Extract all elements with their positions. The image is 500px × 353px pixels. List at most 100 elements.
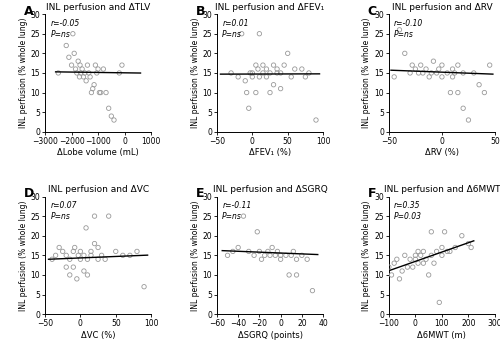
- Point: [104, 106, 112, 111]
- Point: [126, 252, 134, 258]
- Point: [245, 106, 253, 111]
- Point: [393, 256, 401, 262]
- Point: [276, 86, 284, 91]
- Point: [292, 256, 300, 262]
- Point: [140, 284, 148, 289]
- Point: [90, 213, 98, 219]
- Point: [432, 70, 440, 76]
- Point: [414, 249, 422, 254]
- Point: [406, 70, 414, 76]
- Point: [268, 245, 276, 250]
- Point: [470, 70, 478, 76]
- Point: [259, 62, 267, 68]
- Point: [100, 66, 108, 72]
- Point: [118, 62, 126, 68]
- Title: INL perfusion and ΔRV: INL perfusion and ΔRV: [392, 3, 492, 12]
- Point: [76, 62, 84, 68]
- Point: [428, 229, 436, 235]
- Text: r=-0.10
P=ns: r=-0.10 P=ns: [394, 19, 424, 39]
- Point: [448, 74, 456, 80]
- Y-axis label: INL perfusion (% whole lung): INL perfusion (% whole lung): [18, 18, 28, 128]
- Point: [256, 249, 264, 254]
- Point: [238, 31, 246, 37]
- Point: [443, 249, 451, 254]
- Text: E: E: [196, 187, 204, 200]
- Point: [408, 264, 416, 270]
- Text: r=-0.11
P=ns: r=-0.11 P=ns: [222, 201, 252, 221]
- Point: [270, 82, 278, 88]
- Point: [434, 66, 443, 72]
- Point: [76, 256, 84, 262]
- Point: [262, 66, 270, 72]
- Point: [82, 78, 90, 84]
- X-axis label: ΔVC (%): ΔVC (%): [81, 331, 116, 340]
- Point: [274, 249, 281, 254]
- Point: [273, 66, 281, 72]
- Point: [74, 58, 82, 64]
- Point: [287, 252, 295, 258]
- Point: [432, 249, 440, 254]
- Point: [84, 62, 92, 68]
- Point: [84, 256, 92, 262]
- Point: [412, 256, 420, 262]
- Point: [65, 54, 73, 60]
- Point: [422, 256, 430, 262]
- Y-axis label: INL perfusion (% whole lung): INL perfusion (% whole lung): [190, 18, 200, 128]
- Point: [256, 31, 264, 37]
- Point: [234, 74, 242, 80]
- Point: [401, 50, 409, 56]
- Text: r=-0.05
P=ns: r=-0.05 P=ns: [50, 19, 80, 39]
- Point: [66, 272, 74, 278]
- Point: [406, 256, 414, 262]
- Point: [80, 268, 88, 274]
- Point: [85, 70, 93, 76]
- Point: [302, 74, 310, 80]
- Point: [454, 62, 462, 68]
- Point: [76, 74, 84, 80]
- Point: [101, 256, 109, 262]
- Point: [458, 233, 466, 239]
- Point: [390, 74, 398, 80]
- Point: [443, 70, 451, 76]
- X-axis label: ΔFEV₁ (%): ΔFEV₁ (%): [249, 148, 291, 157]
- X-axis label: Δ6MWT (m): Δ6MWT (m): [418, 331, 467, 340]
- Point: [68, 62, 76, 68]
- Point: [464, 241, 472, 246]
- Y-axis label: INL perfusion (% whole lung): INL perfusion (% whole lung): [362, 18, 372, 128]
- Point: [401, 252, 409, 258]
- Point: [73, 70, 81, 76]
- Point: [486, 62, 494, 68]
- Point: [260, 252, 268, 258]
- Point: [133, 249, 141, 254]
- Point: [440, 229, 448, 235]
- Point: [234, 245, 242, 250]
- Point: [246, 70, 254, 76]
- Point: [254, 66, 262, 72]
- Point: [94, 245, 102, 250]
- Point: [104, 213, 112, 219]
- Point: [438, 74, 446, 80]
- Title: INL perfusion and Δ6MWT: INL perfusion and Δ6MWT: [384, 185, 500, 195]
- Point: [92, 70, 100, 76]
- Point: [276, 256, 284, 262]
- Point: [273, 70, 281, 76]
- Point: [48, 256, 56, 262]
- X-axis label: ΔRV (%): ΔRV (%): [425, 148, 459, 157]
- Point: [70, 264, 78, 270]
- Point: [58, 249, 66, 254]
- Point: [84, 272, 92, 278]
- X-axis label: ΔLobe volume (mL): ΔLobe volume (mL): [57, 148, 139, 157]
- Point: [438, 245, 446, 250]
- Point: [266, 252, 274, 258]
- Point: [480, 90, 488, 95]
- Title: INL perfusion and ΔVC: INL perfusion and ΔVC: [48, 185, 148, 195]
- Point: [88, 90, 96, 95]
- Point: [80, 74, 88, 80]
- Point: [248, 74, 256, 80]
- Point: [94, 256, 102, 262]
- Point: [258, 256, 266, 262]
- Point: [446, 90, 454, 95]
- Text: F: F: [368, 187, 376, 200]
- Point: [312, 117, 320, 123]
- Point: [280, 62, 288, 68]
